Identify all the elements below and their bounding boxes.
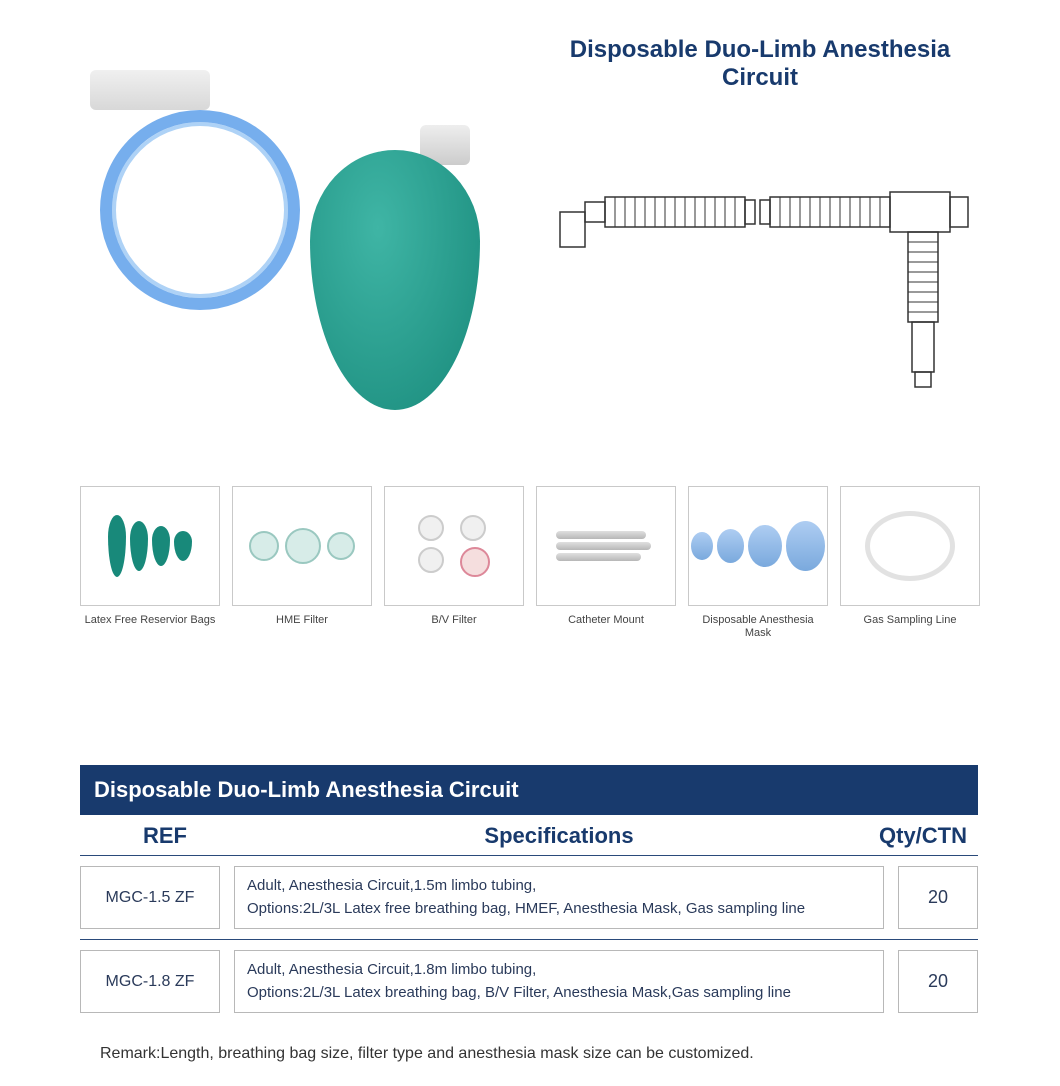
hero-right: Disposable Duo-Limb Anesthesia Circuit — [500, 30, 980, 460]
header-spec: Specifications — [250, 823, 868, 849]
cell-spec: Adult, Anesthesia Circuit,1.5m limbo tub… — [234, 866, 884, 929]
tube-loop-shape — [100, 110, 300, 310]
thumb-catheter-mount: Catheter Mount — [536, 486, 676, 640]
thumb-label: B/V Filter — [384, 614, 524, 627]
cell-qty: 20 — [898, 950, 978, 1013]
thumbnail-row: Latex Free Reservior Bags HME Filter B/V… — [80, 486, 980, 640]
spec-section: Disposable Duo-Limb Anesthesia Circuit R… — [80, 765, 978, 1063]
thumb-label: Disposable Anesthesia Mask — [688, 614, 828, 640]
thumb-box — [232, 486, 372, 606]
thumb-box — [840, 486, 980, 606]
thumb-bv-filter: B/V Filter — [384, 486, 524, 640]
remark-text: Remark:Length, breathing bag size, filte… — [80, 1045, 978, 1063]
reservoir-bag-shape — [310, 150, 480, 410]
thumb-label: HME Filter — [232, 614, 372, 627]
circuit-line-diagram — [540, 142, 980, 392]
thumb-gas-sampling-line: Gas Sampling Line — [840, 486, 980, 640]
thumb-box — [384, 486, 524, 606]
cell-ref: MGC-1.5 ZF — [80, 866, 220, 929]
thumb-anesthesia-mask: Disposable Anesthesia Mask — [688, 486, 828, 640]
thumb-box — [688, 486, 828, 606]
cell-qty: 20 — [898, 866, 978, 929]
hero-title: Disposable Duo-Limb Anesthesia Circuit — [540, 36, 980, 92]
table-row: MGC-1.5 ZF Adult, Anesthesia Circuit,1.5… — [80, 855, 978, 939]
tube-connector-shape — [90, 70, 210, 110]
thumb-box — [536, 486, 676, 606]
thumb-box — [80, 486, 220, 606]
thumb-label: Gas Sampling Line — [840, 614, 980, 627]
table-row: MGC-1.8 ZF Adult, Anesthesia Circuit,1.8… — [80, 939, 978, 1023]
spec-section-title: Disposable Duo-Limb Anesthesia Circuit — [80, 765, 978, 815]
thumb-label: Catheter Mount — [536, 614, 676, 627]
thumb-label: Latex Free Reservior Bags — [80, 614, 220, 627]
hero-section: Disposable Duo-Limb Anesthesia Circuit — [80, 30, 980, 460]
cell-ref: MGC-1.8 ZF — [80, 950, 220, 1013]
product-photo — [80, 30, 500, 430]
thumb-hme-filter: HME Filter — [232, 486, 372, 640]
thumb-reservoir-bags: Latex Free Reservior Bags — [80, 486, 220, 640]
spec-header-row: REF Specifications Qty/CTN — [80, 815, 978, 855]
cell-spec: Adult, Anesthesia Circuit,1.8m limbo tub… — [234, 950, 884, 1013]
header-qty: Qty/CTN — [868, 823, 978, 849]
header-ref: REF — [80, 823, 250, 849]
